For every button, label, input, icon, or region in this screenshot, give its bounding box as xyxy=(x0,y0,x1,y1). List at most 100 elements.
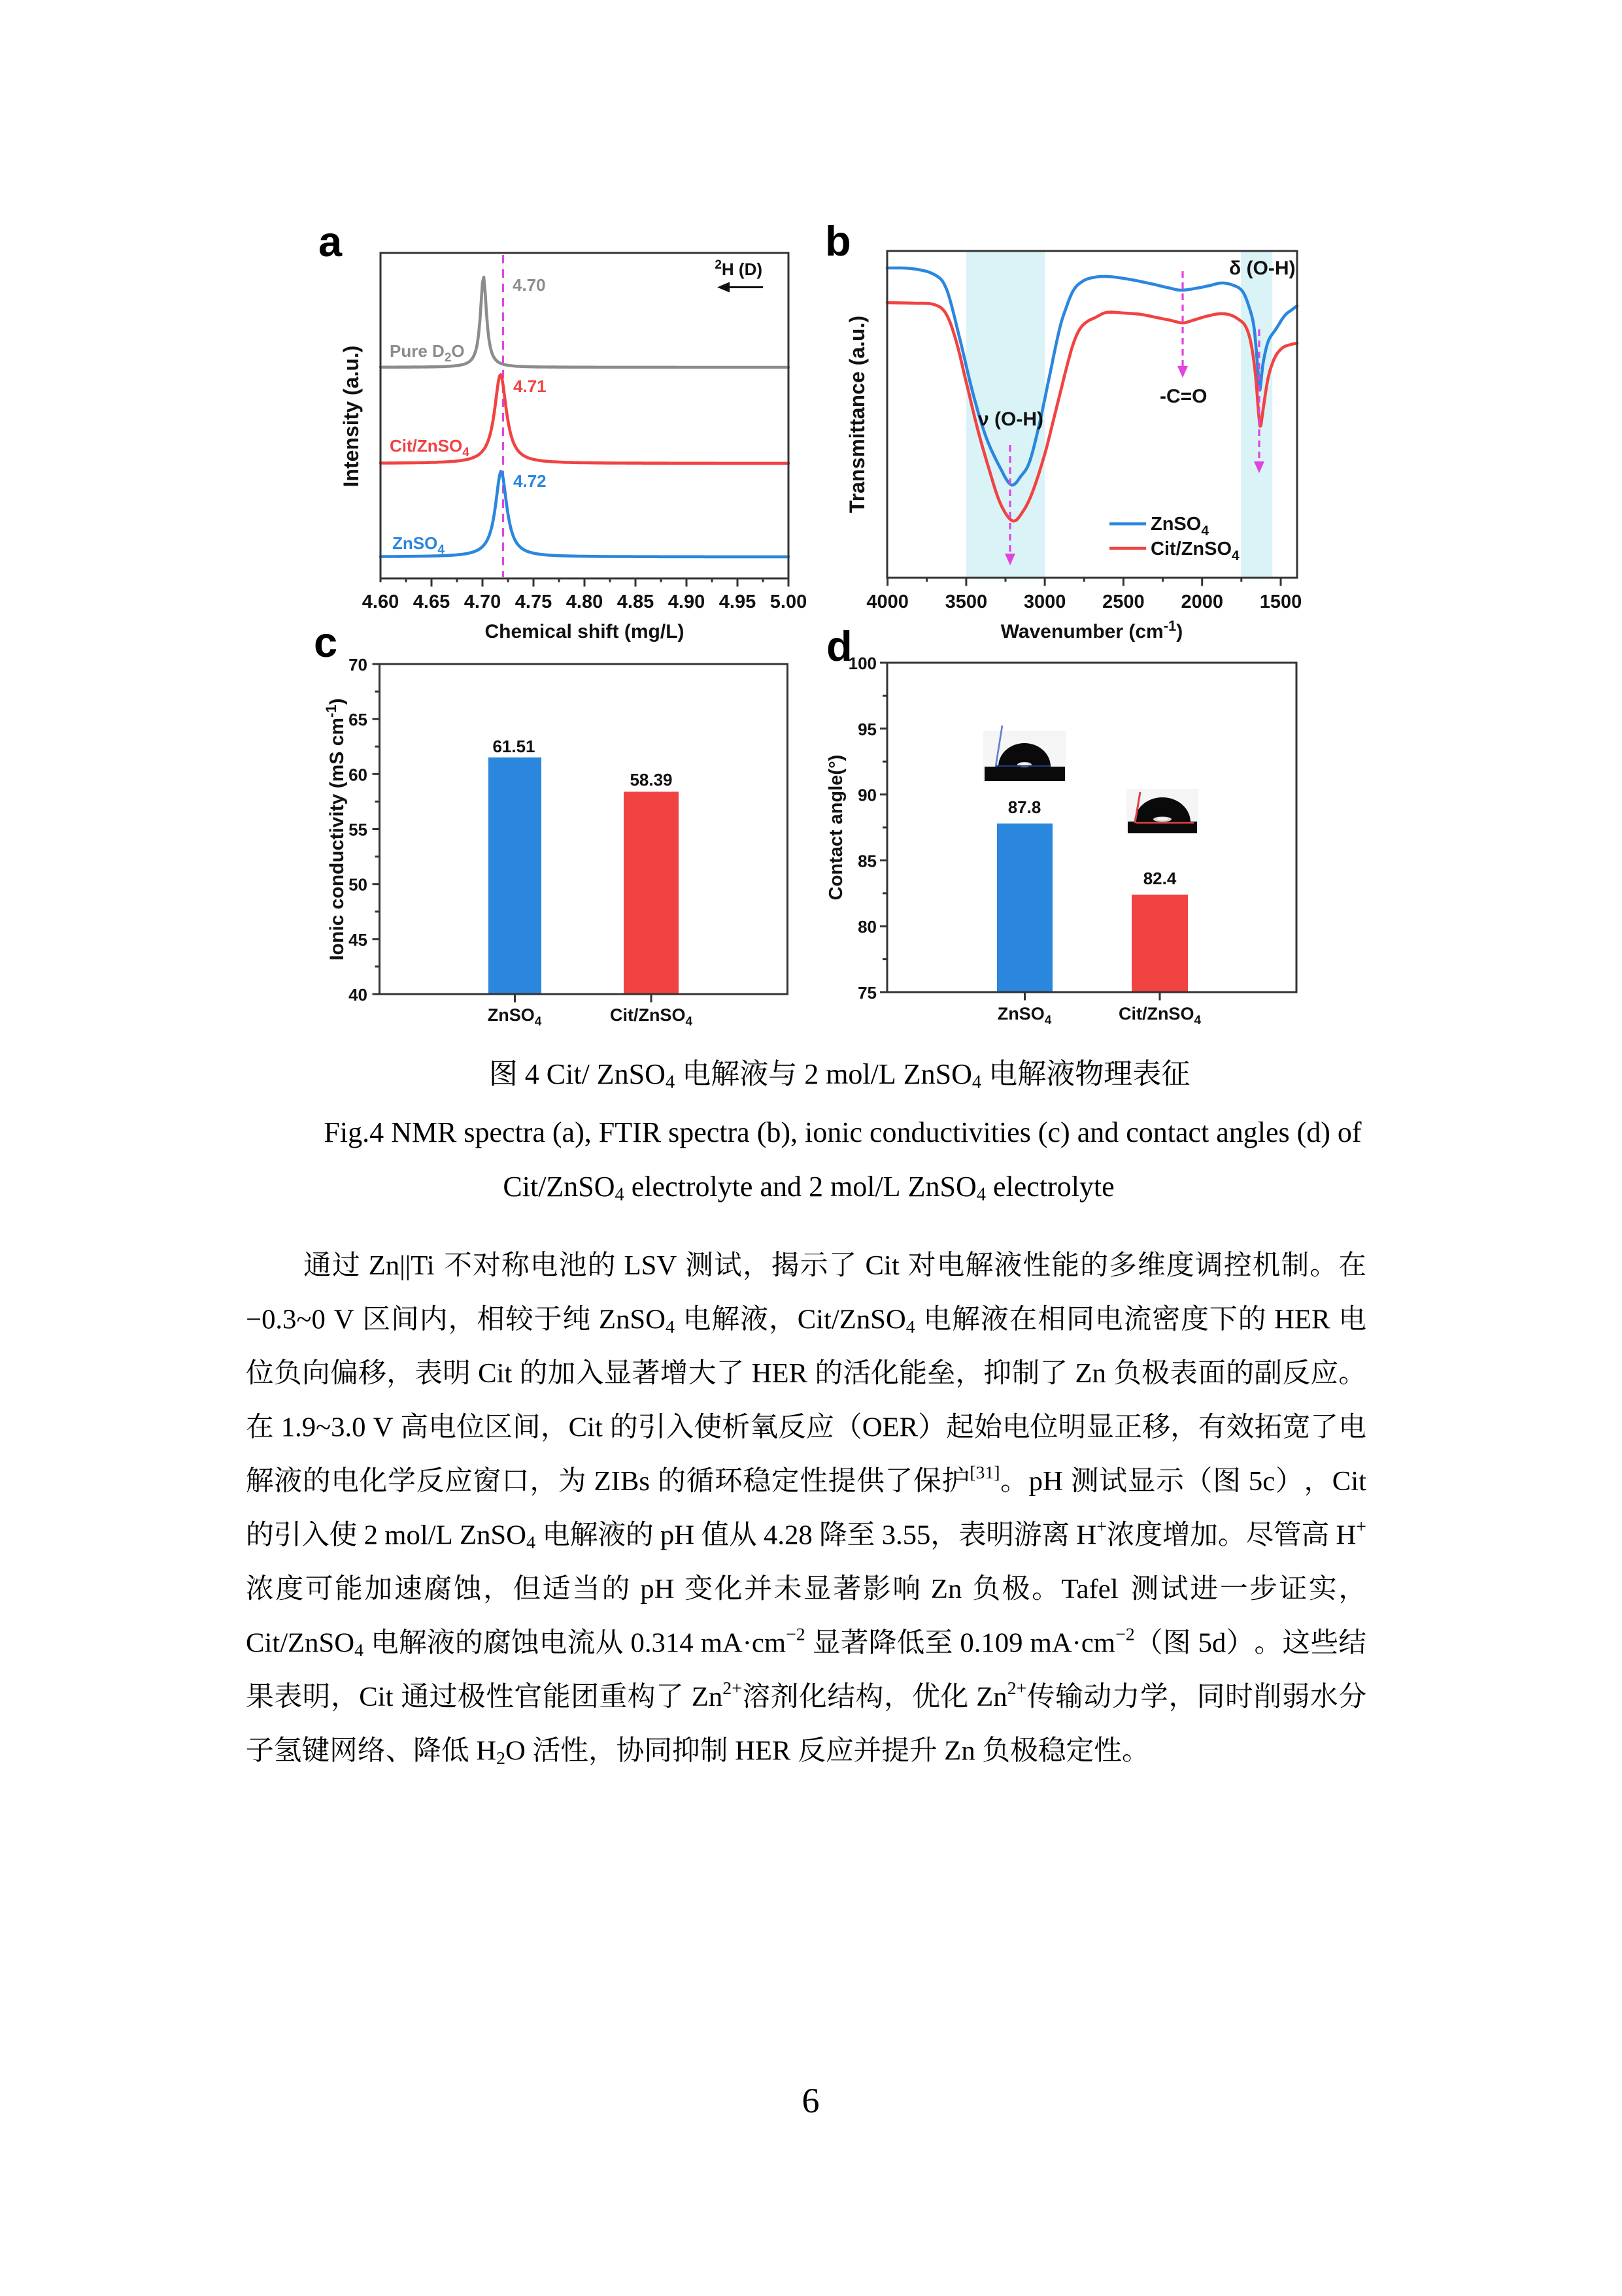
svg-text:Cit/ZnSO: Cit/ZnSO xyxy=(503,1171,615,1203)
svg-text:Wavenumber (cm-1): Wavenumber (cm-1) xyxy=(1001,618,1183,642)
svg-text:Ionic conductivity (mS cm-1): Ionic conductivity (mS cm-1) xyxy=(323,698,348,960)
svg-text:NMR: NMR xyxy=(391,1116,457,1148)
svg-text:Transmittance (a.u.): Transmittance (a.u.) xyxy=(845,316,869,513)
svg-text:electrolyte: electrolyte xyxy=(993,1171,1115,1203)
svg-text:55: 55 xyxy=(348,820,367,840)
svg-text:H: H xyxy=(1336,1520,1357,1551)
svg-text:2: 2 xyxy=(809,1171,823,1203)
svg-text:4.28: 4.28 xyxy=(764,1520,813,1551)
svg-text:Chemical shift (mg/L): Chemical shift (mg/L) xyxy=(484,621,684,642)
svg-text:Cit/ZnSO4: Cit/ZnSO4 xyxy=(1119,1004,1202,1027)
svg-text:1500: 1500 xyxy=(1260,591,1302,612)
svg-text:H: H xyxy=(1076,1520,1096,1551)
svg-text:c: c xyxy=(314,618,337,666)
svg-text:50: 50 xyxy=(348,875,367,895)
svg-text:0.109: 0.109 xyxy=(960,1628,1022,1659)
svg-text:+: + xyxy=(1356,1517,1366,1537)
svg-text:6: 6 xyxy=(802,2081,820,2120)
svg-text:angles: angles xyxy=(1216,1116,1289,1148)
svg-text:4.65: 4.65 xyxy=(413,591,450,612)
svg-text:ZnSO: ZnSO xyxy=(904,1058,972,1090)
svg-text:5.00: 5.00 xyxy=(770,591,807,612)
svg-text:Zn: Zn xyxy=(692,1682,722,1712)
svg-text:ZnSO4: ZnSO4 xyxy=(488,1005,542,1029)
svg-text:2: 2 xyxy=(804,1058,819,1090)
svg-text:and: and xyxy=(1077,1116,1119,1148)
svg-text:Cit: Cit xyxy=(866,1250,900,1281)
svg-text:d: d xyxy=(826,622,853,670)
svg-text:Cit: Cit xyxy=(1332,1466,1366,1497)
svg-text:3.55: 3.55 xyxy=(882,1520,931,1551)
svg-text:80: 80 xyxy=(858,917,877,937)
svg-text:70: 70 xyxy=(348,655,367,674)
svg-text:O: O xyxy=(505,1736,526,1767)
svg-text:2: 2 xyxy=(364,1520,378,1551)
svg-text:δ (O-H): δ (O-H) xyxy=(1229,258,1296,279)
svg-text:Zn: Zn xyxy=(944,1736,975,1767)
svg-text:ZnSO: ZnSO xyxy=(599,1305,666,1335)
svg-text:Zn: Zn xyxy=(976,1682,1007,1712)
svg-text:−2: −2 xyxy=(1115,1625,1135,1645)
svg-text:2H (D): 2H (D) xyxy=(715,258,762,279)
svg-text:mA·cm: mA·cm xyxy=(701,1628,786,1659)
svg-text:(a),: (a), xyxy=(552,1116,592,1148)
svg-text:Cit: Cit xyxy=(569,1412,603,1443)
svg-text:0.314: 0.314 xyxy=(631,1628,694,1659)
svg-text:HER: HER xyxy=(1274,1305,1330,1335)
svg-text:of: of xyxy=(1338,1116,1362,1148)
svg-text:1.9~3.0: 1.9~3.0 xyxy=(281,1412,366,1443)
svg-text:45: 45 xyxy=(348,930,367,950)
svg-text:4000: 4000 xyxy=(866,591,909,612)
svg-text:contact: contact xyxy=(1126,1116,1209,1148)
svg-text:4.85: 4.85 xyxy=(617,591,654,612)
svg-text:Fig.4: Fig.4 xyxy=(324,1116,384,1148)
svg-text:2000: 2000 xyxy=(1181,591,1223,612)
svg-text:4: 4 xyxy=(526,1533,535,1553)
svg-text:4: 4 xyxy=(977,1185,986,1205)
svg-text:4.60: 4.60 xyxy=(362,591,399,612)
svg-text:4.80: 4.80 xyxy=(566,591,603,612)
svg-text:4: 4 xyxy=(525,1058,539,1090)
svg-text:ZnSO4: ZnSO4 xyxy=(1151,514,1209,539)
svg-text:−0.3~0: −0.3~0 xyxy=(246,1305,326,1335)
svg-text:mol/L: mol/L xyxy=(830,1171,901,1203)
svg-text:4: 4 xyxy=(666,1073,675,1093)
svg-text:mol/L: mol/L xyxy=(826,1058,896,1090)
svg-text:(c): (c) xyxy=(1038,1116,1070,1148)
svg-text:65: 65 xyxy=(348,710,367,729)
svg-text:87.8: 87.8 xyxy=(1008,797,1041,817)
svg-text:4.75: 4.75 xyxy=(515,591,552,612)
svg-text:60: 60 xyxy=(348,765,367,784)
svg-text:Cit: Cit xyxy=(359,1682,393,1712)
svg-text:5d: 5d xyxy=(1198,1628,1226,1659)
svg-text:ZIBs: ZIBs xyxy=(594,1466,650,1497)
svg-text:2+: 2+ xyxy=(722,1678,742,1699)
svg-text:4: 4 xyxy=(666,1317,675,1337)
svg-text:4.95: 4.95 xyxy=(719,591,756,612)
svg-text:90: 90 xyxy=(858,786,877,805)
svg-text:95: 95 xyxy=(858,720,877,739)
svg-text:4: 4 xyxy=(354,1640,363,1661)
svg-text:Cit/ZnSO4: Cit/ZnSO4 xyxy=(610,1005,693,1029)
svg-text:FTIR: FTIR xyxy=(599,1116,662,1148)
svg-text:4: 4 xyxy=(906,1317,915,1337)
svg-text:V: V xyxy=(373,1412,394,1443)
svg-text:Cit: Cit xyxy=(478,1358,512,1389)
svg-text:ν (O-H): ν (O-H) xyxy=(978,408,1043,430)
svg-text:4: 4 xyxy=(615,1185,624,1205)
svg-text:pH: pH xyxy=(1029,1466,1063,1497)
svg-text:mA·cm: mA·cm xyxy=(1030,1628,1115,1659)
svg-text:spectra: spectra xyxy=(668,1116,750,1148)
svg-text:3500: 3500 xyxy=(945,591,988,612)
svg-text:LSV: LSV xyxy=(624,1250,677,1281)
svg-text:61.51: 61.51 xyxy=(492,737,535,756)
svg-text:Zn: Zn xyxy=(1075,1358,1106,1389)
svg-text:4.90: 4.90 xyxy=(668,591,705,612)
svg-text:ZnSO: ZnSO xyxy=(460,1520,526,1551)
svg-text:−2: −2 xyxy=(786,1625,805,1645)
svg-text:3000: 3000 xyxy=(1024,591,1066,612)
svg-text:Cit/ZnSO: Cit/ZnSO xyxy=(798,1305,906,1335)
svg-text:HER: HER xyxy=(752,1358,808,1389)
svg-text:Contact angle(°): Contact angle(°) xyxy=(826,755,847,901)
svg-text:Cit/ZnSO4: Cit/ZnSO4 xyxy=(1151,539,1240,563)
